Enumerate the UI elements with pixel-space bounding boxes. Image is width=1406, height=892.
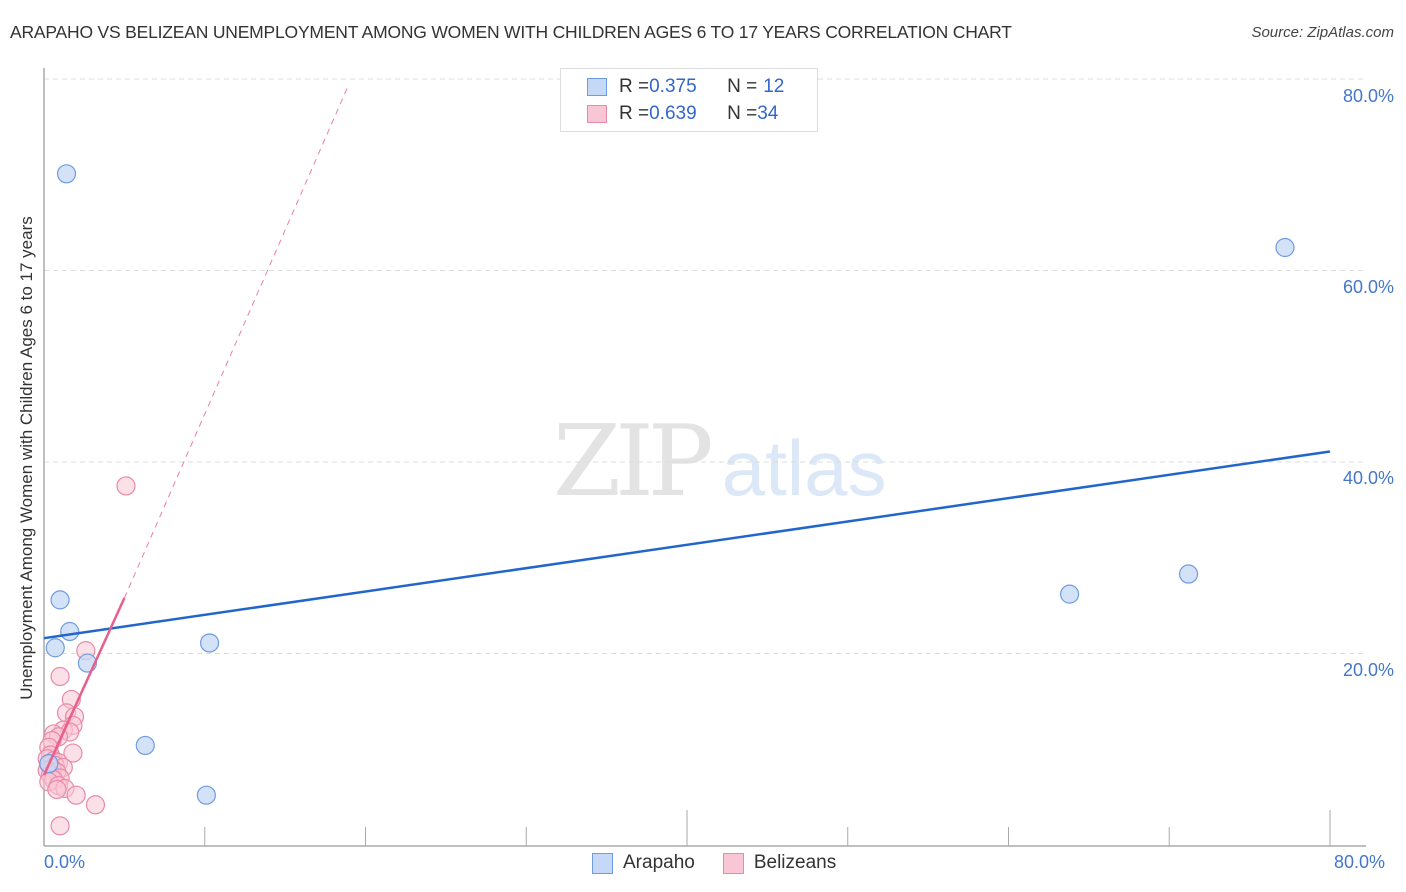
arapaho-point [45, 638, 65, 658]
legend-row-belizeans: R = 0.639 N = 34 [587, 102, 778, 126]
y-tick-60: 60.0% [1342, 277, 1394, 297]
belizeans-swatch-icon [587, 105, 607, 123]
belizeans-trend-extension [123, 86, 349, 599]
arapaho-r-value: 0.375 [649, 76, 697, 97]
chart-title: ARAPAHO VS BELIZEAN UNEMPLOYMENT AMONG W… [10, 22, 1012, 42]
arapaho-legend-swatch-icon [592, 852, 613, 874]
belizeans-point [66, 785, 86, 805]
stats-legend: R = 0.375 N = 12 R = 0.639 N = 34 [560, 68, 818, 132]
x-tick-max: 80.0% [1334, 852, 1386, 872]
y-tick-20: 20.0% [1342, 660, 1394, 680]
y-axis-label: Unemployment Among Women with Children A… [17, 216, 36, 700]
belizeans-point [50, 666, 70, 687]
x-tick-min: 0.0% [44, 852, 86, 872]
belizeans-point [63, 743, 83, 763]
arapaho-point [1178, 564, 1199, 584]
belizeans-n-value: 34 [757, 103, 779, 124]
arapaho-point [56, 164, 77, 184]
arapaho-point [50, 590, 70, 610]
y-tick-80: 80.0% [1342, 86, 1394, 106]
series-legend: Arapaho Belizeans [592, 852, 864, 874]
legend-row-arapaho: R = 0.375 N = 12 [587, 75, 784, 99]
arapaho-point [196, 785, 216, 805]
arapaho-point [1275, 237, 1295, 258]
belizeans-trend-line [42, 597, 126, 776]
arapaho-n-value: 12 [763, 76, 785, 97]
belizeans-point [85, 795, 106, 815]
belizeans-point [50, 816, 70, 836]
legend-item-belizeans[interactable]: Belizeans [722, 852, 836, 874]
belizeans-r-value: 0.639 [649, 103, 697, 124]
arapaho-trend-line [43, 450, 1331, 640]
belizeans-legend-swatch-icon [722, 852, 744, 874]
source-label: Source: ZipAtlas.com [1251, 24, 1394, 41]
arapaho-point [1059, 584, 1080, 604]
arapaho-point [199, 633, 220, 653]
arapaho-point [60, 621, 80, 642]
arapaho-swatch-icon [587, 78, 607, 96]
belizeans-point [116, 476, 136, 496]
legend-item-arapaho[interactable]: Arapaho [592, 852, 695, 874]
y-tick-40: 40.0% [1342, 468, 1394, 488]
arapaho-point [135, 735, 155, 756]
belizeans-point [47, 779, 67, 800]
